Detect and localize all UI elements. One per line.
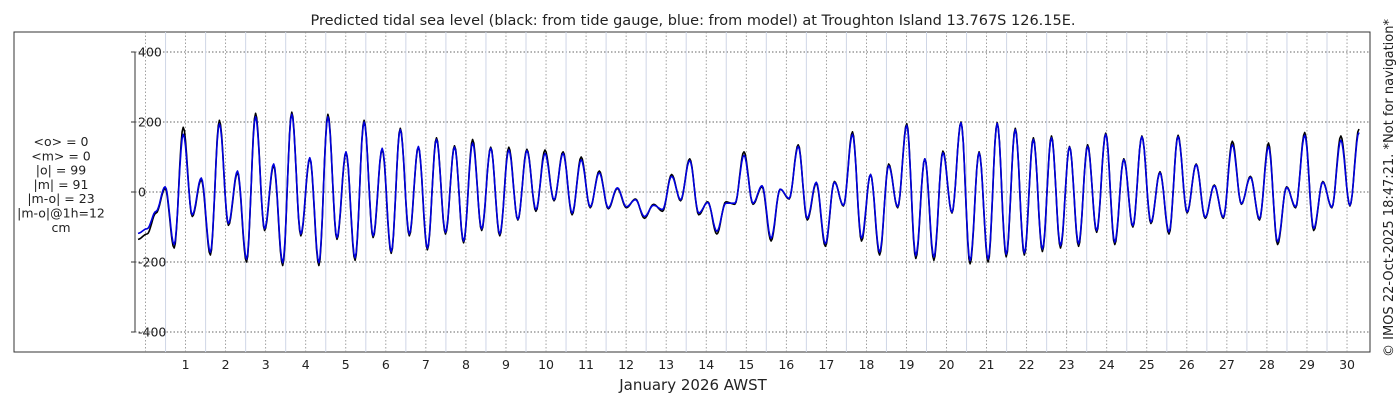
y-tick-label: 0 xyxy=(138,185,146,200)
x-tick-label: 25 xyxy=(1139,357,1155,372)
x-tick-label: 4 xyxy=(302,357,310,372)
x-tick-label: 22 xyxy=(1019,357,1035,372)
y-axis: 400 200 0 -200 -400 xyxy=(131,45,166,340)
x-tick-label: 24 xyxy=(1099,357,1115,372)
y-tick-label: -200 xyxy=(138,255,166,270)
series-lines xyxy=(137,111,1360,267)
stat-line: |m-o| = 23 xyxy=(27,191,94,206)
y-tick-label: -400 xyxy=(138,325,166,340)
x-tick-label: 9 xyxy=(502,357,510,372)
grid-lines xyxy=(135,32,1370,352)
x-tick-label: 3 xyxy=(262,357,270,372)
x-axis: 1 2 3 4 5 6 7 8 9 10 11 12 13 14 15 16 17 18 19 20 21 22 23 24 2… xyxy=(182,357,1355,372)
x-tick-label: 10 xyxy=(538,357,554,372)
x-tick-label: 7 xyxy=(422,357,430,372)
x-tick-label: 17 xyxy=(818,357,834,372)
x-tick-label: 5 xyxy=(342,357,350,372)
y-tick-label: 200 xyxy=(138,115,162,130)
stat-line: cm xyxy=(51,220,70,235)
x-tick-label: 2 xyxy=(222,357,230,372)
plot-frame xyxy=(13,31,1371,353)
x-tick-label: 20 xyxy=(939,357,955,372)
x-tick-label: 11 xyxy=(578,357,594,372)
x-tick-label: 8 xyxy=(462,357,470,372)
x-tick-label: 6 xyxy=(382,357,390,372)
x-tick-label: 14 xyxy=(698,357,714,372)
series-line-model xyxy=(137,113,1360,264)
stat-line: |m-o|@1h=12 xyxy=(17,206,105,221)
x-tick-label: 18 xyxy=(858,357,874,372)
x-tick-label: 27 xyxy=(1219,357,1235,372)
x-axis-label: January 2026 AWST xyxy=(618,376,767,394)
x-tick-label: 19 xyxy=(899,357,915,372)
x-tick-label: 30 xyxy=(1339,357,1355,372)
x-tick-label: 1 xyxy=(182,357,190,372)
stat-line: <m> = 0 xyxy=(31,148,91,163)
x-tick-label: 12 xyxy=(618,357,634,372)
x-tick-label: 21 xyxy=(979,357,995,372)
chart-title: Predicted tidal sea level (black: from t… xyxy=(310,13,1075,29)
y-tick-label: 400 xyxy=(138,45,162,60)
stat-line: |m| = 91 xyxy=(34,177,89,192)
x-tick-label: 28 xyxy=(1259,357,1275,372)
copyright-note: © IMOS 22-Oct-2025 18:47:21. *Not for na… xyxy=(1382,19,1397,357)
stats-panel: <o> = 0<m> = 0|o| = 99|m| = 91|m-o| = 23… xyxy=(17,134,105,235)
x-tick-label: 26 xyxy=(1179,357,1195,372)
x-tick-label: 23 xyxy=(1059,357,1075,372)
x-tick-label: 29 xyxy=(1299,357,1315,372)
x-tick-label: 13 xyxy=(658,357,674,372)
x-tick-label: 16 xyxy=(778,357,794,372)
stat-line: <o> = 0 xyxy=(34,134,89,149)
x-tick-label: 15 xyxy=(738,357,754,372)
stat-line: |o| = 99 xyxy=(36,163,86,178)
